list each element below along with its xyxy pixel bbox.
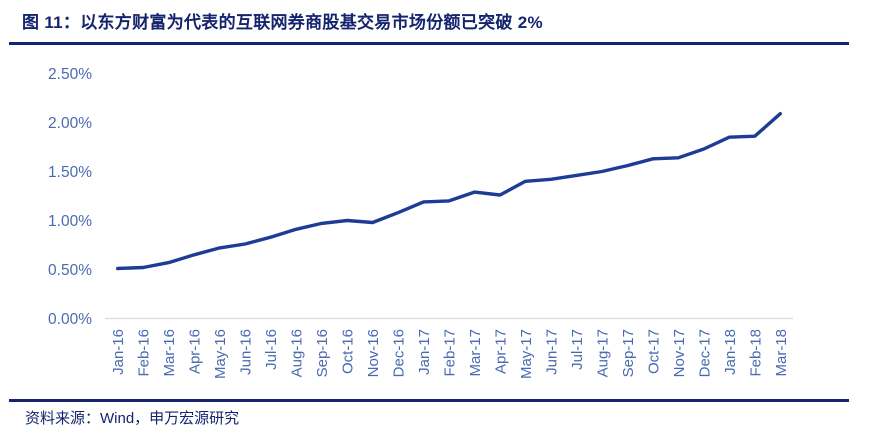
y-axis-tick-label: 2.00% [48, 115, 92, 132]
figure-title: 图 11：以东方财富为代表的互联网券商股基交易市场份额已突破 2% [22, 13, 543, 32]
x-axis-tick-label: Apr-17 [493, 329, 510, 374]
x-axis-tick-label: Oct-16 [340, 329, 357, 374]
y-axis-tick-label: 0.50% [48, 262, 92, 279]
x-axis-tick-label: Jul-17 [569, 329, 586, 370]
title-underline [9, 42, 849, 45]
x-axis-tick-label: Nov-16 [365, 329, 382, 377]
x-axis-tick-label: Nov-17 [671, 329, 688, 377]
x-axis-tick-label: Jan-18 [722, 329, 739, 375]
x-axis-tick-label: May-17 [518, 329, 535, 379]
x-axis-tick-label: Jun-17 [543, 329, 560, 375]
x-axis-tick-label: Mar-18 [773, 329, 790, 377]
x-axis-tick-label: Jan-16 [110, 329, 127, 375]
x-axis-tick-label: Mar-17 [467, 329, 484, 377]
x-axis-tick-label: Jan-17 [416, 329, 433, 375]
source-note: 资料来源：Wind，申万宏源研究 [25, 410, 240, 427]
x-axis-tick-label: Mar-16 [161, 329, 178, 377]
x-axis-tick-label: Feb-18 [747, 329, 764, 377]
x-axis-tick-label: May-16 [212, 329, 229, 379]
x-axis-tick-label: Sep-16 [314, 329, 331, 377]
market-share-line [115, 111, 782, 271]
x-axis-tick-label: Apr-16 [187, 329, 204, 374]
x-axis-tick-label: Oct-17 [645, 329, 662, 374]
x-axis-tick-label: Dec-17 [696, 329, 713, 377]
x-axis-tick-label: Feb-17 [442, 329, 459, 377]
x-axis-tick-label: Aug-17 [594, 329, 611, 377]
x-axis-tick-label: Jul-16 [263, 329, 280, 370]
y-axis-tick-label: 1.50% [48, 164, 92, 181]
x-axis-tick-label: Feb-16 [136, 329, 153, 377]
x-axis-tick-label: Aug-16 [289, 329, 306, 377]
x-axis-tick-label: Jun-16 [238, 329, 255, 375]
y-axis-tick-label: 2.50% [48, 66, 92, 83]
x-axis-tick-label: Sep-17 [620, 329, 637, 377]
x-axis-tick-label: Dec-16 [391, 329, 408, 377]
y-axis-tick-label: 1.00% [48, 213, 92, 230]
y-axis-tick-label: 0.00% [48, 311, 92, 328]
footer-divider [9, 399, 849, 402]
